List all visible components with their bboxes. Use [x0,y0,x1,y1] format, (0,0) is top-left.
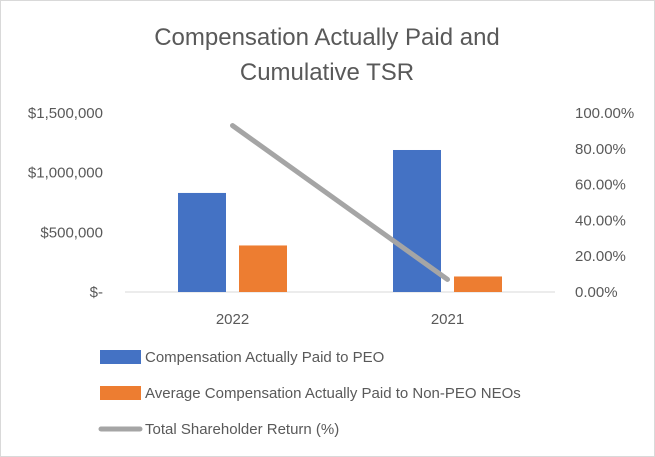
y-right-tick-label: 60.00% [575,177,626,194]
chart-title-line-1: Compensation Actually Paid and [154,24,500,51]
y-right-tick-label: 80.00% [575,141,626,158]
y-right-tick-label: 0.00% [575,284,618,301]
y-right-tick-label: 40.00% [575,212,626,229]
chart-title-line-2: Cumulative TSR [240,59,414,86]
y-left-tick-label: $500,000 [40,224,103,241]
bar [454,276,502,292]
x-tick-label: 2021 [431,311,464,328]
y-left-tick-label: $1,000,000 [28,165,103,182]
x-tick-label: 2022 [216,311,249,328]
legend-label: Total Shareholder Return (%) [145,421,339,438]
y-left-tick-label: $- [90,284,103,301]
y-right-tick-label: 20.00% [575,248,626,265]
legend-label: Average Compensation Actually Paid to No… [145,385,521,402]
legend-label: Compensation Actually Paid to PEO [145,349,384,366]
bar [178,192,226,292]
legend-swatch [100,386,141,400]
legend-swatch [100,350,141,364]
y-right-tick-label: 100.00% [575,105,634,122]
tsr-line [230,123,450,282]
y-left-tick-label: $1,500,000 [28,105,103,122]
bar [239,245,287,292]
